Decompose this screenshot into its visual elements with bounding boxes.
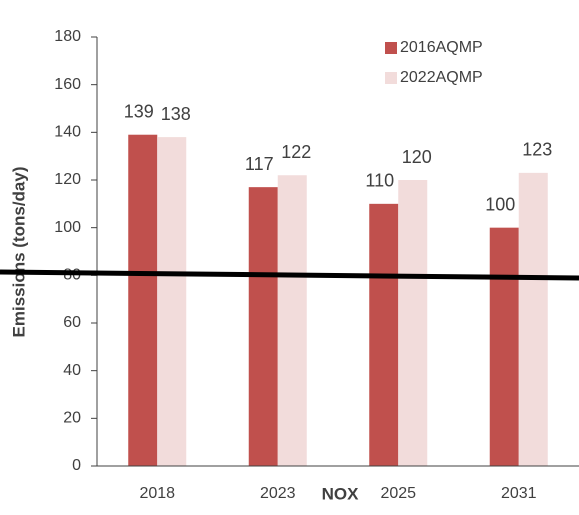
value-label: 110	[365, 171, 394, 191]
value-label: 138	[161, 104, 191, 124]
y-tick-label: 120	[54, 171, 81, 188]
annotation-line	[0, 269, 579, 281]
y-tick-label: 100	[54, 219, 81, 236]
value-label: 120	[402, 147, 432, 167]
bar	[369, 203, 399, 467]
bar	[398, 180, 428, 466]
bar	[248, 187, 278, 466]
bar	[157, 137, 187, 466]
y-tick-label: 180	[54, 28, 81, 45]
legend-swatch	[385, 42, 397, 54]
bar	[128, 134, 158, 466]
value-label: 123	[522, 140, 552, 160]
x-tick-label: 2018	[139, 485, 175, 502]
y-tick-label: 40	[63, 362, 81, 379]
legend-swatch	[385, 72, 397, 84]
bar	[277, 175, 307, 466]
y-tick-label: 0	[72, 457, 81, 474]
value-label: 122	[281, 142, 311, 162]
value-label: 117	[245, 154, 274, 174]
legend-label: 2022AQMP	[400, 69, 483, 86]
y-tick-label: 160	[54, 76, 81, 93]
x-tick-label: 2031	[501, 485, 537, 502]
x-axis-label: NOX	[322, 484, 360, 503]
x-tick-label: 2025	[380, 485, 416, 502]
bar	[518, 172, 548, 466]
x-tick-label: 2023	[260, 485, 296, 502]
y-axis-label: Emissions (tons/day)	[9, 167, 28, 338]
bar	[489, 227, 519, 466]
value-label: 139	[124, 101, 154, 121]
legend-label: 2016AQMP	[400, 39, 483, 56]
y-tick-label: 60	[63, 314, 81, 331]
value-label: 100	[485, 194, 515, 214]
y-tick-label: 140	[54, 124, 81, 141]
y-tick-label: 20	[63, 410, 81, 427]
